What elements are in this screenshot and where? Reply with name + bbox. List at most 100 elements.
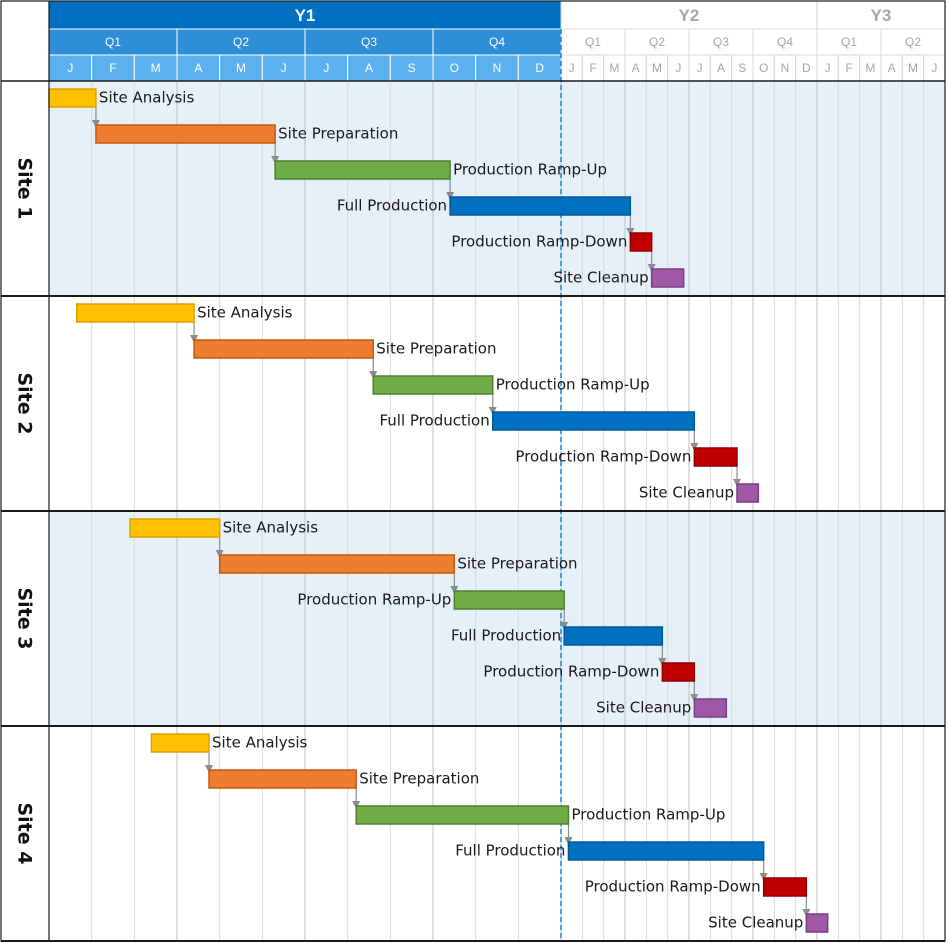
site-label: Site 3 <box>14 587 36 649</box>
quarter-label: Q2 <box>649 35 665 49</box>
month-cell <box>261 54 306 82</box>
task-label: Production Ramp-Down <box>585 878 761 896</box>
month-label: M <box>652 61 662 75</box>
year-label: Y1 <box>295 6 316 25</box>
month-cell <box>304 54 349 82</box>
task-bar <box>274 160 451 180</box>
year-cell <box>560 0 818 30</box>
month-label: A <box>888 61 896 75</box>
month-cell <box>475 54 519 82</box>
month-label: J <box>931 61 937 75</box>
task-bar <box>355 805 570 825</box>
quarter-label: Q4 <box>489 35 505 49</box>
quarter-cell <box>176 28 306 56</box>
task-label: Production Ramp-Up <box>453 161 607 179</box>
task-label: Production Ramp-Down <box>515 448 691 466</box>
task-label: Production Ramp-Down <box>483 663 659 681</box>
task-label: Site Analysis <box>197 304 293 322</box>
quarter-cell <box>880 28 946 56</box>
month-label: J <box>697 61 703 75</box>
month-label: A <box>365 61 373 75</box>
site-label: Site 4 <box>14 802 36 864</box>
task-bar <box>736 483 760 503</box>
task-bar <box>563 626 664 646</box>
task-bar <box>75 303 195 323</box>
task-label: Site Analysis <box>212 734 308 752</box>
task-bar <box>453 590 565 610</box>
task-label: Site Cleanup <box>639 484 734 502</box>
month-label: F <box>109 61 116 75</box>
task-label: Site Cleanup <box>708 914 803 932</box>
task-label: Site Analysis <box>223 519 319 537</box>
task-bar <box>693 447 738 467</box>
task-label: Full Production <box>337 197 447 215</box>
task-label: Full Production <box>379 412 489 430</box>
year-label: Y2 <box>679 6 700 25</box>
month-label: J <box>281 61 287 75</box>
month-label: M <box>865 61 875 75</box>
month-label: J <box>323 61 329 75</box>
quarter-cell <box>816 28 882 56</box>
month-label: D <box>535 61 544 75</box>
site-group: Site 1 Site Analysis Site Preparation Produ… <box>14 88 685 288</box>
quarter-label: Q1 <box>841 35 857 49</box>
month-label: A <box>717 61 725 75</box>
month-label: N <box>781 61 790 75</box>
month-label: A <box>194 61 202 75</box>
month-label: J <box>569 61 575 75</box>
quarter-label: Q3 <box>361 35 377 49</box>
task-bar <box>650 268 685 288</box>
site-label: Site 2 <box>14 372 36 434</box>
month-label: M <box>236 61 246 75</box>
quarter-label: Q2 <box>905 35 921 49</box>
task-bar <box>208 769 357 789</box>
month-cell <box>133 54 178 82</box>
month-label: S <box>408 61 416 75</box>
month-label: M <box>151 61 161 75</box>
task-bar <box>567 841 765 861</box>
quarter-cell <box>624 28 690 56</box>
task-label: Site Analysis <box>99 89 195 107</box>
month-label: O <box>759 61 768 75</box>
task-bar <box>150 733 210 753</box>
task-label: Site Cleanup <box>596 699 691 717</box>
month-cell <box>347 54 391 82</box>
quarter-label: Q4 <box>777 35 793 49</box>
task-bar <box>629 232 653 252</box>
year-label: Y3 <box>871 6 892 25</box>
task-label: Site Preparation <box>457 555 577 573</box>
month-label: F <box>589 61 596 75</box>
row-band-shaded <box>49 81 945 296</box>
task-bar <box>449 196 632 216</box>
task-bar <box>491 411 696 431</box>
task-label: Production Ramp-Up <box>297 591 451 609</box>
site-group: Site 4 Site Analysis Site Preparation Produ… <box>14 733 829 933</box>
task-label: Site Preparation <box>278 125 398 143</box>
month-label: D <box>802 61 811 75</box>
task-label: Full Production <box>455 842 565 860</box>
site-group: Site 3 Site Analysis Site Preparation Produ… <box>14 518 728 718</box>
year-cell <box>816 0 946 30</box>
quarter-label: Q2 <box>233 35 249 49</box>
task-label: Site Preparation <box>359 770 479 788</box>
quarter-cell <box>432 28 562 56</box>
quarter-label: Q1 <box>585 35 601 49</box>
task-bar <box>129 518 221 538</box>
month-label: J <box>67 61 73 75</box>
task-label: Production Ramp-Up <box>571 806 725 824</box>
task-bar <box>762 877 808 897</box>
task-bar <box>693 698 728 718</box>
task-bar <box>372 375 494 395</box>
month-label: O <box>450 61 459 75</box>
month-label: F <box>845 61 852 75</box>
month-cell <box>91 54 135 82</box>
task-bar <box>95 124 276 144</box>
month-label: M <box>908 61 918 75</box>
quarter-label: Q3 <box>713 35 729 49</box>
quarter-cell <box>688 28 754 56</box>
